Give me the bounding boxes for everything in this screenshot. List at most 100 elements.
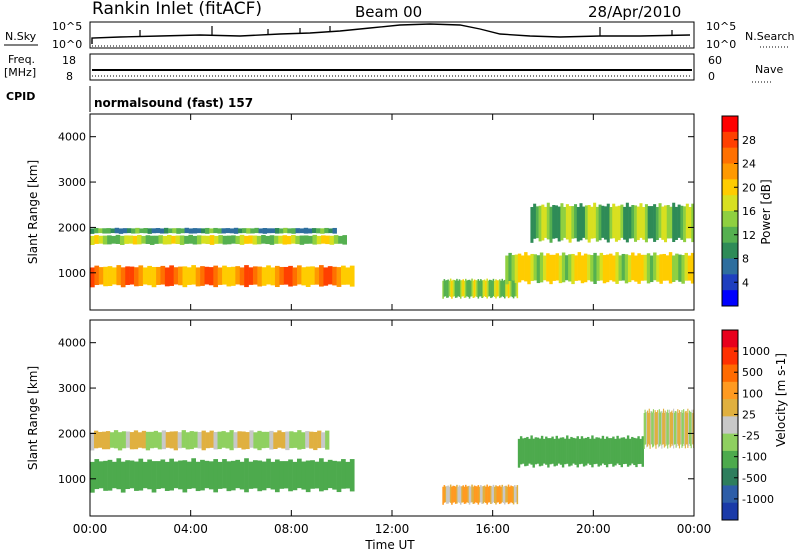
power-cell <box>94 265 100 286</box>
velocity-cell <box>522 438 525 464</box>
power-cell <box>624 254 629 284</box>
velocity-colorbar-swatch <box>722 347 738 366</box>
velocity-cell <box>195 461 201 492</box>
power-cell <box>549 206 553 243</box>
power-cell <box>535 206 539 239</box>
power-cell <box>141 235 146 244</box>
power-cell <box>453 279 456 297</box>
power-cell <box>509 280 511 298</box>
power-cell <box>471 278 473 297</box>
velocity-cell <box>671 410 673 444</box>
power-cell <box>662 253 666 281</box>
power-cell <box>574 204 578 239</box>
nsky-trace <box>91 23 691 44</box>
power-cell <box>102 228 107 234</box>
velocity-cell <box>309 431 314 449</box>
velocity-cell <box>125 431 131 448</box>
power-colorbar-swatch <box>722 258 738 275</box>
power-cell <box>341 265 346 285</box>
power-cell <box>164 267 170 287</box>
velocity-cell <box>244 458 249 493</box>
velocity-cell <box>610 438 613 464</box>
power-cell <box>168 228 173 234</box>
power-cell <box>230 266 236 286</box>
power-cell <box>461 280 463 297</box>
velocity-cell <box>612 436 615 467</box>
velocity-cell <box>685 411 687 445</box>
velocity-cell <box>217 461 223 489</box>
power-colorbar-tick-label: 24 <box>742 158 756 171</box>
power-cell <box>615 252 619 284</box>
velocity-cell <box>319 458 324 492</box>
power-cell <box>273 235 279 244</box>
velocity-cell <box>678 412 680 446</box>
velocity-colorbar-tick-label: 500 <box>742 366 763 379</box>
velocity-cell <box>289 431 294 449</box>
velocity-cell <box>497 486 500 503</box>
velocity-cell <box>644 409 646 445</box>
power-cell <box>593 202 597 239</box>
velocity-cell <box>677 409 679 444</box>
velocity-cell <box>451 486 453 505</box>
freq-tick-bottom: 8 <box>66 70 73 83</box>
power-cell <box>571 253 575 285</box>
power-cell <box>90 228 95 234</box>
power-cell <box>182 266 188 288</box>
power-cell <box>446 280 448 298</box>
power-cell <box>458 279 461 297</box>
power-colorbar-swatch <box>722 226 738 244</box>
velocity-cell <box>252 460 258 489</box>
velocity-cell <box>149 431 155 449</box>
velocity-cell <box>566 435 569 464</box>
power-cell <box>258 228 263 234</box>
velocity-cell <box>480 485 482 503</box>
velocity-cell <box>589 438 592 465</box>
power-colorbar-tick-label: 16 <box>742 205 756 218</box>
velocity-cell <box>296 458 302 489</box>
velocity-cell <box>261 431 266 449</box>
velocity-ytick-label: 2000 <box>58 427 86 440</box>
power-cell <box>250 228 255 234</box>
power-cell <box>124 235 129 244</box>
x-tick-label: 08:00 <box>274 522 309 536</box>
power-cell <box>192 228 198 234</box>
velocity-cell <box>349 459 355 492</box>
power-cell <box>112 267 117 285</box>
velocity-cell <box>631 436 634 464</box>
velocity-colorbar-swatch <box>722 416 738 435</box>
velocity-cell <box>626 435 630 467</box>
power-cell <box>605 254 610 283</box>
power-cell <box>320 228 325 234</box>
power-cell <box>115 234 121 244</box>
velocity-cell <box>534 437 538 465</box>
power-cell <box>169 265 174 286</box>
power-cell <box>680 205 684 240</box>
velocity-cell <box>181 430 186 448</box>
velocity-colorbar-swatch <box>722 433 738 452</box>
power-cell <box>180 228 185 234</box>
power-cell <box>642 206 646 240</box>
velocity-cell <box>107 459 113 491</box>
power-cell <box>325 235 330 245</box>
velocity-colorbar-tick-label: 25 <box>742 408 756 421</box>
power-cell <box>119 235 125 245</box>
power-cell <box>135 227 140 234</box>
power-cell <box>301 267 307 286</box>
velocity-cell <box>664 410 666 447</box>
velocity-cell <box>512 486 515 505</box>
power-cell <box>296 265 302 285</box>
power-cell <box>500 280 502 298</box>
power-cell <box>252 235 258 245</box>
velocity-cell <box>279 461 285 489</box>
velocity-cell <box>530 435 533 465</box>
velocity-cell <box>688 412 690 447</box>
power-cell <box>487 280 490 297</box>
velocity-cell <box>503 485 506 505</box>
nsearch-tick-bottom: 10^0 <box>706 38 736 51</box>
velocity-cell <box>164 461 170 491</box>
power-cell <box>650 206 654 239</box>
velocity-cell <box>109 432 115 448</box>
velocity-cell <box>678 410 681 449</box>
power-cell <box>669 206 673 239</box>
power-cell <box>533 254 538 281</box>
